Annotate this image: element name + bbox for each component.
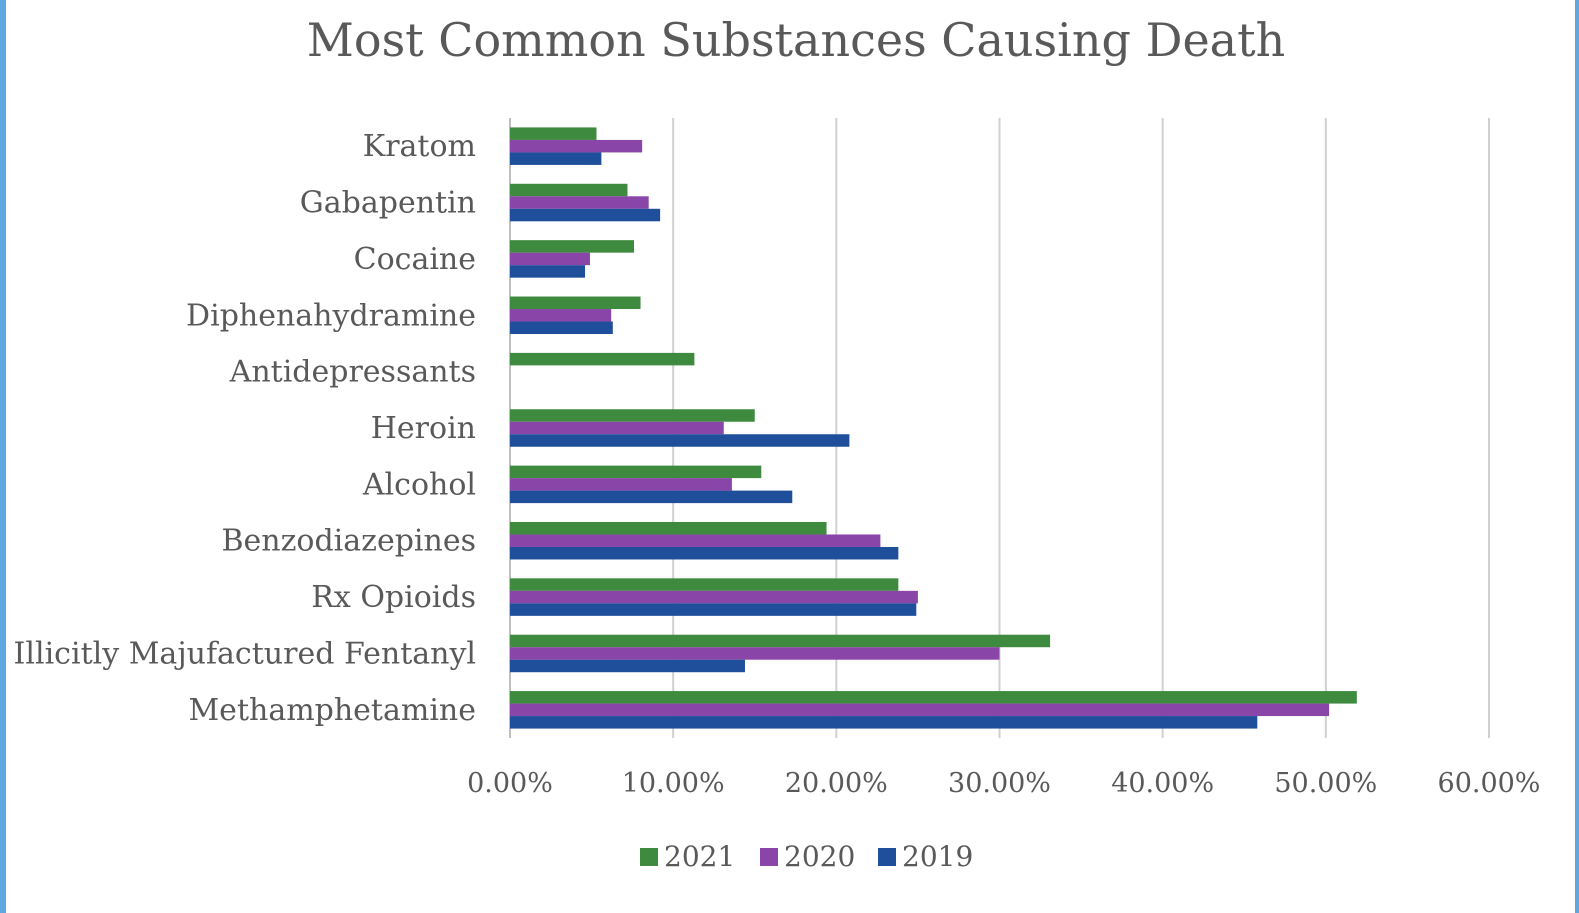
x-tick-label: 40.00% [1111, 768, 1214, 799]
bar-2021-benzodiazepines [510, 521, 827, 535]
bar-2021-gabapentin [510, 183, 628, 197]
legend: 2021 2020 2019 [640, 840, 973, 873]
x-tick-label: 20.00% [785, 768, 888, 799]
category-label: Gabapentin [300, 186, 476, 221]
bar-2019-alcohol [510, 490, 793, 504]
x-tick-label: 60.00% [1438, 768, 1541, 799]
category-label: Illicitly Majufactured Fentanyl [14, 636, 476, 671]
legend-swatch-2020 [760, 848, 778, 866]
bar-2020-methamphetamine [510, 703, 1330, 717]
category-label: Kratom [363, 129, 476, 164]
bar-2020-benzodiazepines [510, 534, 881, 547]
chart-title: Most Common Substances Causing Death [307, 13, 1285, 67]
bars [510, 127, 1357, 729]
gridlines [509, 118, 1490, 738]
bar-2021-cocaine [510, 240, 635, 253]
bar-2020-cocaine [510, 252, 590, 266]
category-label: Methamphetamine [188, 693, 476, 728]
category-labels: Kratom Gabapentin Cocaine Diphenahydramine A… [14, 129, 476, 728]
bar-2019-rx-opioids [510, 603, 917, 616]
bar-2020-alcohol [510, 478, 732, 491]
bar-2021-illicitly-majufactured-fentanyl [510, 634, 1051, 648]
bar-2021-rx-opioids [510, 578, 899, 591]
legend-swatch-2021 [640, 848, 658, 866]
chart: Most Common Substances Causing Death Kra… [14, 13, 1541, 873]
category-label: Heroin [371, 411, 476, 446]
bar-2021-alcohol [510, 465, 762, 479]
bar-2020-diphenahydramine [510, 309, 612, 322]
bar-2020-gabapentin [510, 196, 649, 209]
category-label: Diphenahydramine [186, 298, 476, 333]
category-label: Rx Opioids [311, 580, 476, 615]
bar-2020-rx-opioids [510, 590, 918, 604]
bar-2019-gabapentin [510, 208, 661, 222]
bar-2019-benzodiazepines [510, 546, 899, 560]
x-tick-label: 10.00% [622, 768, 725, 799]
bar-2021-methamphetamine [510, 691, 1357, 704]
bar-2019-illicitly-majufactured-fentanyl [510, 659, 745, 673]
bar-2021-kratom [510, 127, 597, 140]
x-tick-label: 30.00% [948, 768, 1051, 799]
bar-2021-antidepressants [510, 352, 695, 366]
bar-2020-illicitly-majufactured-fentanyl [510, 647, 1000, 660]
x-tick-labels: 0.00% 10.00% 20.00% 30.00% 40.00% 50.00% 60.00… [467, 768, 1540, 799]
bar-2019-methamphetamine [510, 716, 1258, 729]
legend-label: 2020 [784, 840, 855, 873]
legend-label: 2021 [664, 840, 735, 873]
bar-2019-diphenahydramine [510, 321, 613, 335]
bar-2021-diphenahydramine [510, 296, 641, 310]
bar-2019-kratom [510, 152, 602, 165]
legend-label: 2019 [902, 840, 973, 873]
bar-2021-heroin [510, 409, 755, 422]
x-tick-label: 0.00% [467, 768, 553, 799]
category-label: Alcohol [362, 467, 476, 502]
bar-2019-cocaine [510, 265, 586, 278]
bar-2019-heroin [510, 434, 850, 447]
category-label: Antidepressants [229, 355, 476, 390]
x-tick-label: 50.00% [1274, 768, 1377, 799]
category-label: Benzodiazepines [221, 524, 476, 559]
bar-2020-heroin [510, 421, 724, 435]
bar-2020-kratom [510, 139, 643, 153]
legend-swatch-2019 [878, 848, 896, 866]
category-label: Cocaine [354, 242, 476, 277]
